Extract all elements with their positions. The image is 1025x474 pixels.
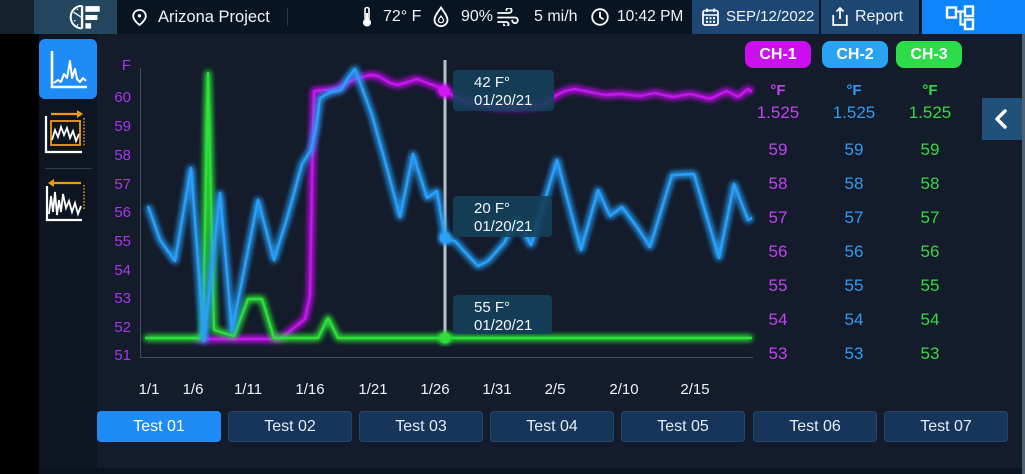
svg-text:54: 54	[769, 310, 788, 329]
svg-text:°F: °F	[770, 82, 785, 99]
svg-text:°F: °F	[846, 82, 861, 99]
svg-text:52: 52	[114, 319, 131, 336]
svg-text:59: 59	[769, 140, 788, 159]
svg-text:53: 53	[845, 344, 864, 363]
svg-text:57: 57	[921, 208, 940, 227]
svg-text:1.525: 1.525	[757, 103, 800, 122]
svg-text:60: 60	[114, 89, 131, 106]
svg-text:56: 56	[769, 242, 788, 261]
svg-text:55: 55	[769, 276, 788, 295]
svg-text:56: 56	[114, 204, 131, 221]
svg-text:59: 59	[921, 140, 940, 159]
svg-text:55: 55	[114, 233, 131, 250]
svg-text:56: 56	[845, 242, 864, 261]
svg-text:55: 55	[845, 276, 864, 295]
svg-text:53: 53	[921, 344, 940, 363]
svg-text:1.525: 1.525	[909, 103, 952, 122]
svg-text:58: 58	[769, 174, 788, 193]
svg-text:57: 57	[769, 208, 788, 227]
svg-text:57: 57	[114, 176, 131, 193]
svg-text:58: 58	[114, 147, 131, 164]
svg-text:1.525: 1.525	[833, 103, 876, 122]
svg-text:58: 58	[921, 174, 940, 193]
svg-text:54: 54	[845, 310, 864, 329]
svg-text:53: 53	[114, 290, 131, 307]
svg-text:58: 58	[845, 174, 864, 193]
svg-text:59: 59	[845, 140, 864, 159]
svg-text:F: F	[122, 57, 131, 74]
svg-text:56: 56	[921, 242, 940, 261]
svg-text:51: 51	[114, 347, 131, 364]
svg-text:54: 54	[921, 310, 940, 329]
svg-text:55: 55	[921, 276, 940, 295]
svg-text:°F: °F	[922, 82, 937, 99]
svg-text:53: 53	[769, 344, 788, 363]
svg-text:59: 59	[114, 118, 131, 135]
svg-text:54: 54	[114, 262, 131, 279]
svg-text:57: 57	[845, 208, 864, 227]
